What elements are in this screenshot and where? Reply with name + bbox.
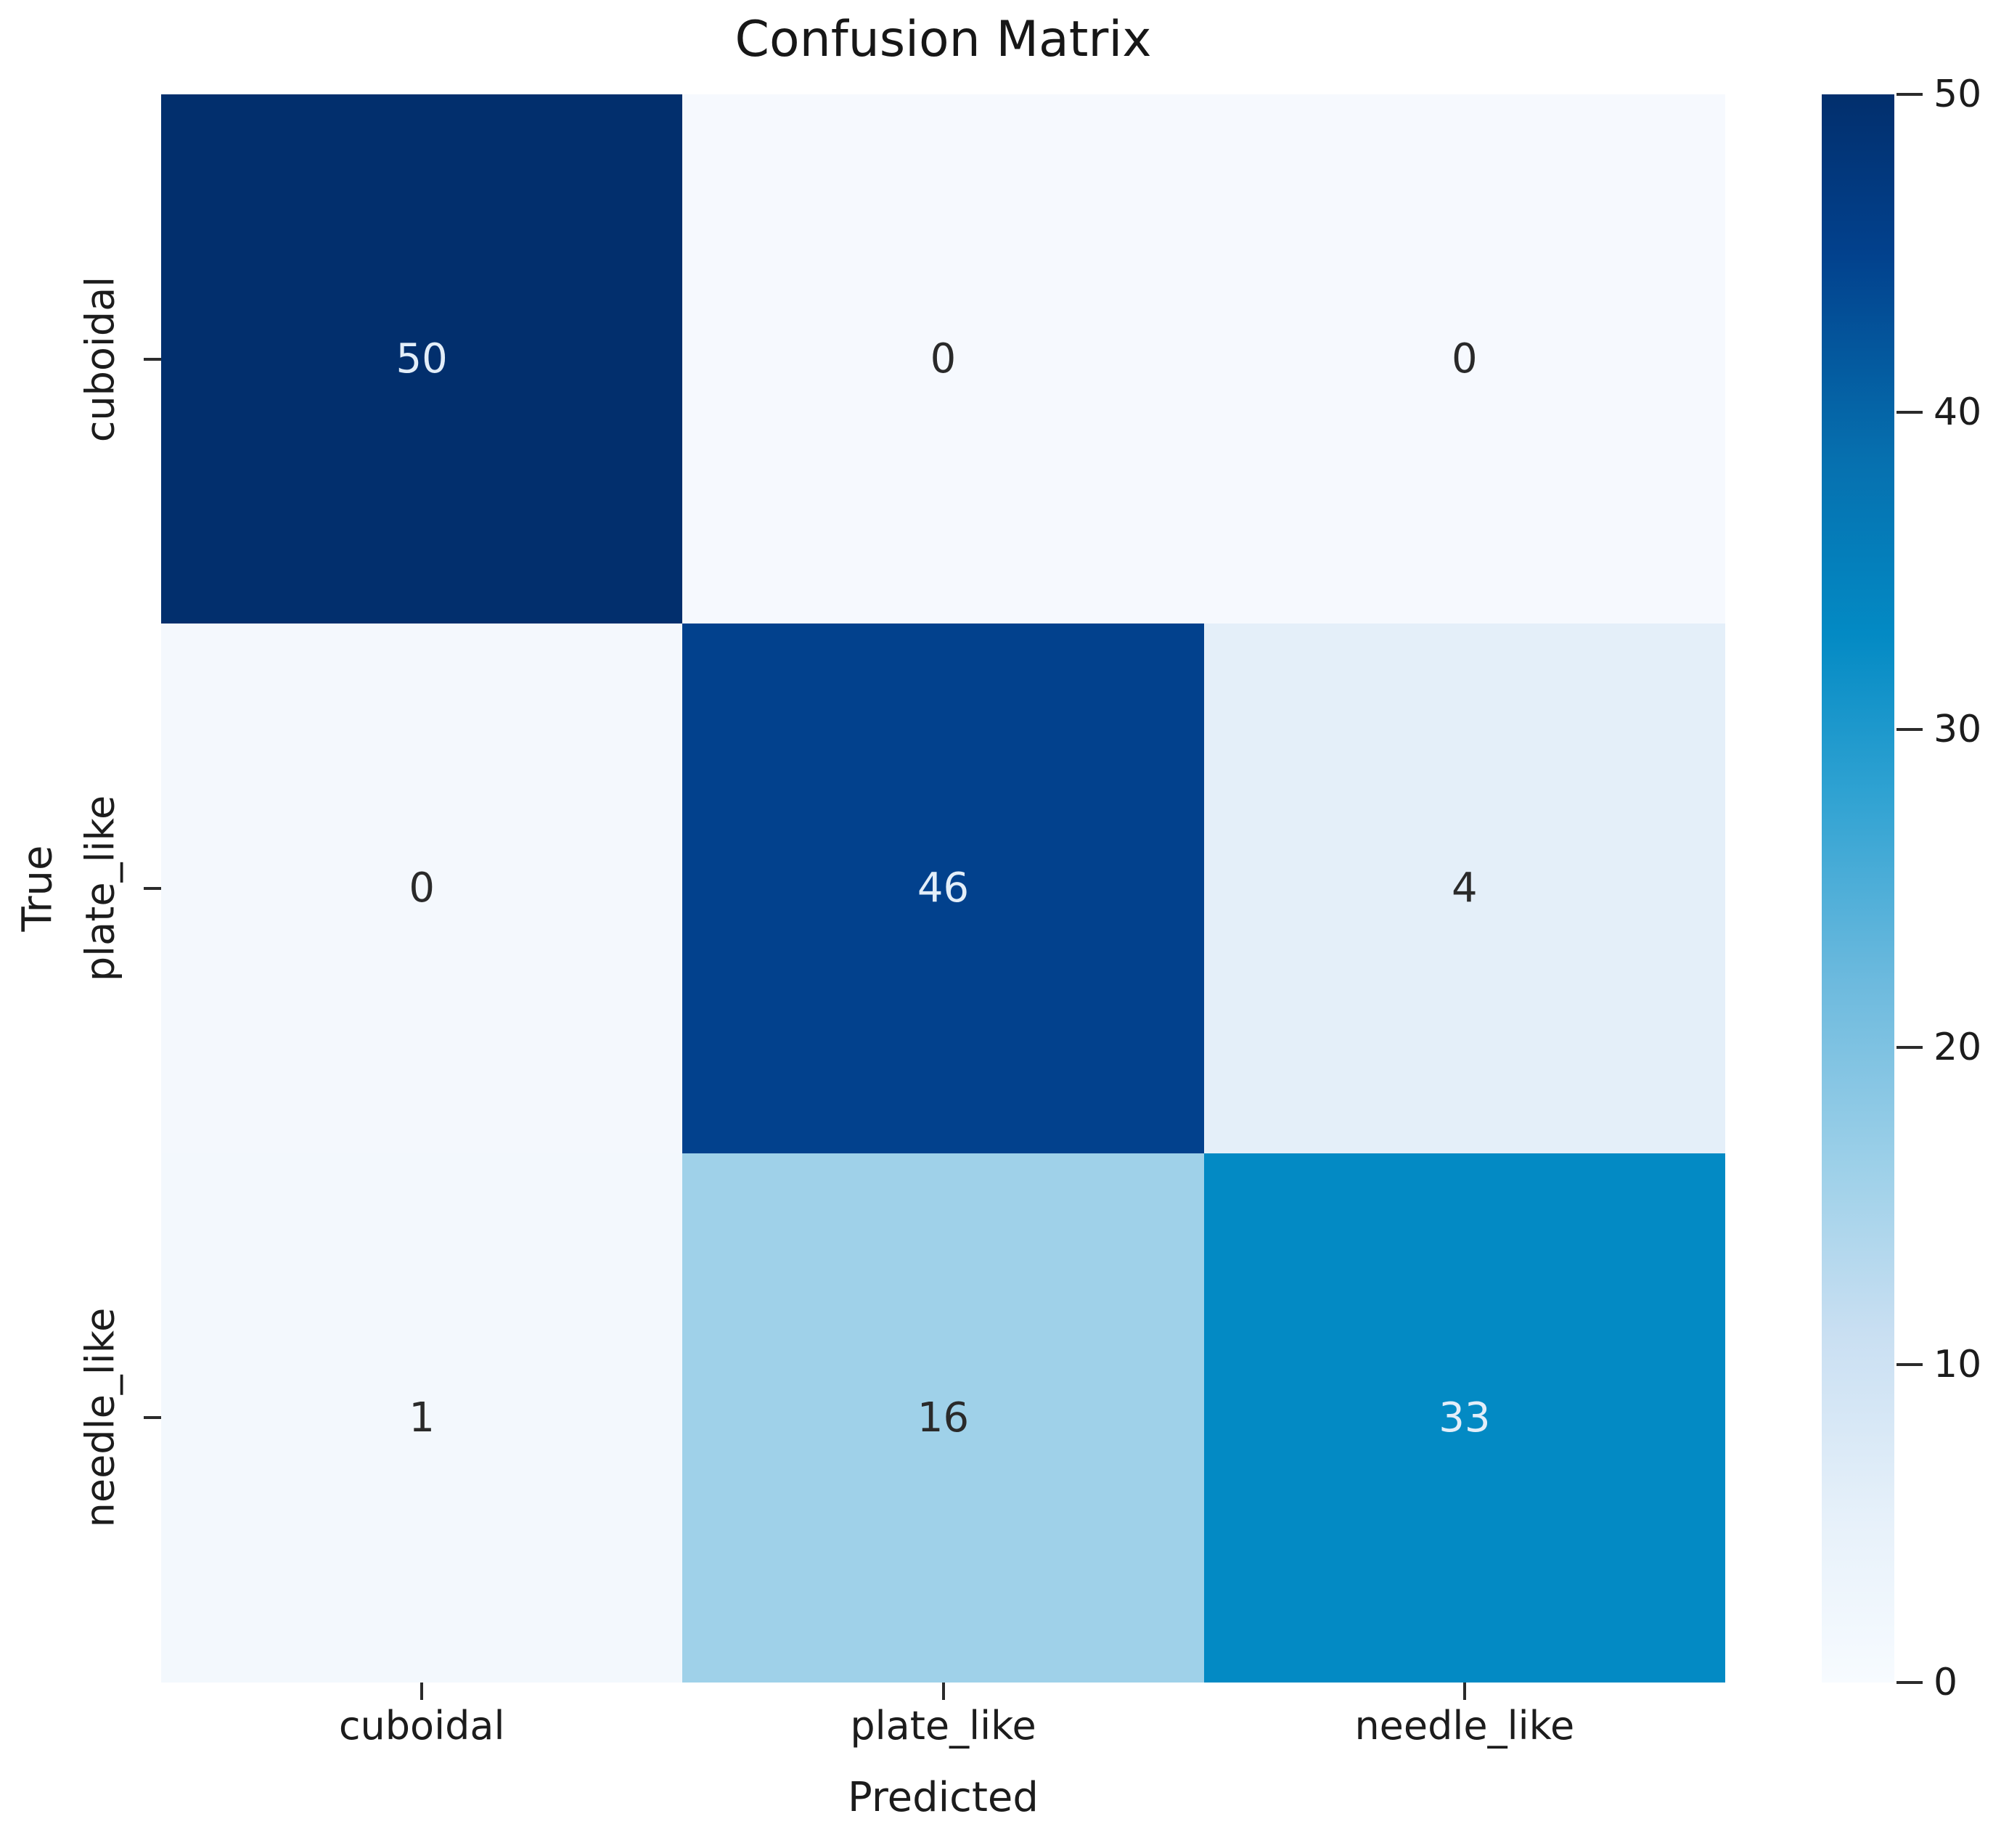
cell-value: 16	[917, 1394, 970, 1442]
x-axis-label: Predicted	[848, 1774, 1039, 1821]
heatmap-cell: 0	[1203, 94, 1725, 624]
colorbar-tick-mark	[1897, 1681, 1923, 1684]
cell-value: 0	[930, 335, 957, 383]
heatmap-cell: 4	[1203, 624, 1725, 1153]
colorbar-gradient	[1822, 94, 1894, 1683]
x-tick-label: needle_like	[1354, 1703, 1575, 1749]
cell-value: 33	[1439, 1394, 1491, 1442]
colorbar-tick-label: 20	[1934, 1025, 1982, 1069]
heatmap-cell: 0	[161, 624, 683, 1153]
colorbar-tick-mark	[1897, 1045, 1923, 1049]
heatmap-cell: 1	[161, 1153, 683, 1683]
colorbar-tick-mark	[1897, 1363, 1923, 1367]
y-tick-mark	[144, 357, 161, 361]
colorbar-tick-label: 40	[1934, 390, 1982, 434]
x-tick-mark	[420, 1683, 424, 1700]
heatmap-cell: 46	[682, 624, 1204, 1153]
cell-value: 0	[409, 864, 435, 912]
colorbar-tick-label: 0	[1934, 1661, 1958, 1704]
colorbar-tick-label: 50	[1934, 73, 1982, 116]
heatmap-cell: 33	[1203, 1153, 1725, 1683]
colorbar-tick-label: 30	[1934, 708, 1982, 752]
colorbar-tick-mark	[1897, 93, 1923, 96]
colorbar-tick-mark	[1897, 410, 1923, 414]
x-tick-label: cuboidal	[338, 1703, 505, 1749]
cell-value: 46	[917, 864, 970, 912]
cell-value: 0	[1452, 335, 1478, 383]
x-tick-mark	[1462, 1683, 1466, 1700]
heatmap-cell: 0	[682, 94, 1204, 624]
cell-value: 1	[409, 1394, 435, 1442]
x-tick-mark	[941, 1683, 945, 1700]
y-tick-mark	[144, 1416, 161, 1420]
cell-value: 4	[1452, 864, 1478, 912]
cell-value: 50	[396, 335, 448, 383]
heatmap-cell: 16	[682, 1153, 1204, 1683]
colorbar-tick-label: 10	[1934, 1343, 1982, 1387]
chart-title: Confusion Matrix	[735, 11, 1152, 68]
y-axis-label-text: True	[14, 845, 62, 932]
colorbar-tick-mark	[1897, 728, 1923, 732]
x-tick-label: plate_like	[850, 1703, 1036, 1749]
y-tick-mark	[144, 887, 161, 890]
heatmap-cell: 50	[161, 94, 683, 624]
heatmap-grid: 50 0 0 0 46 4 1 16 33	[161, 94, 1725, 1683]
